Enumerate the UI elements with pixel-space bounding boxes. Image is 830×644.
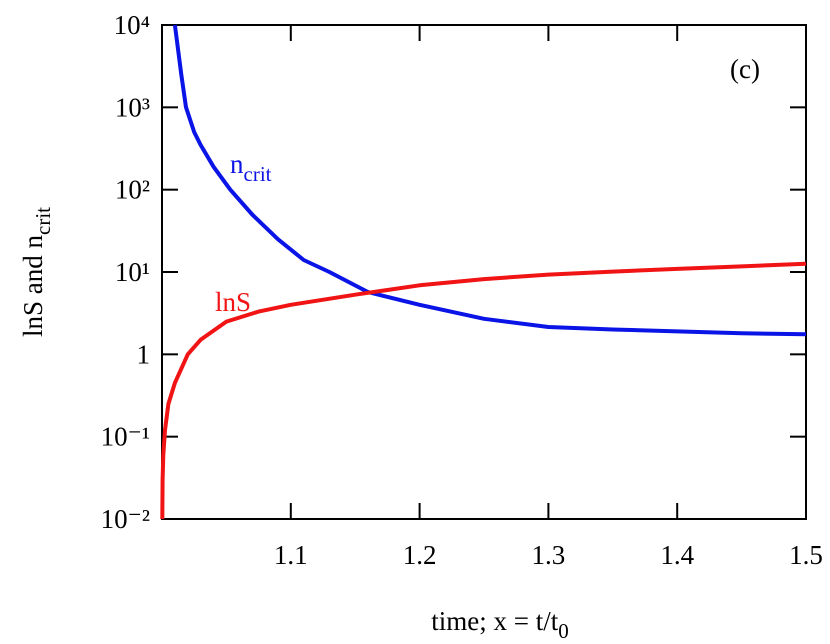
- series-line: [172, 24, 807, 337]
- x-tick-label: 1.1: [274, 540, 308, 570]
- x-tick-label: 1.2: [403, 540, 437, 570]
- y-axis-label-sub: crit: [31, 207, 55, 235]
- x-tick-label: 1.3: [532, 540, 566, 570]
- series-line: [160, 261, 807, 520]
- series-label-sub: crit: [244, 162, 272, 186]
- series-label: lnS: [215, 287, 251, 317]
- x-axis-label-sub: 0: [558, 619, 569, 643]
- y-tick-label: 10²: [115, 175, 150, 205]
- series-label: ncrit: [230, 149, 272, 186]
- y-tick-label: 10⁻¹: [101, 422, 150, 452]
- y-axis-label-text: lnS and n: [18, 234, 48, 337]
- panel-label: (c): [730, 54, 760, 84]
- y-tick-label: 10³: [115, 92, 150, 122]
- y-tick-label: 1: [137, 339, 151, 369]
- x-axis-label-text: time; x = t/t: [431, 606, 558, 636]
- x-tick-label: 1.5: [789, 540, 823, 570]
- y-tick-label: 10⁴: [114, 10, 150, 40]
- series-label-text: n: [230, 149, 244, 179]
- y-axis-label: lnS and ncrit: [18, 207, 55, 337]
- series-label-text: lnS: [215, 287, 251, 317]
- plot-frame: [161, 24, 807, 520]
- x-axis-label: time; x = t/t0: [431, 606, 568, 643]
- x-tick-label: 1.4: [660, 540, 694, 570]
- y-tick-label: 10⁻²: [101, 504, 150, 534]
- y-tick-label: 10¹: [115, 257, 150, 287]
